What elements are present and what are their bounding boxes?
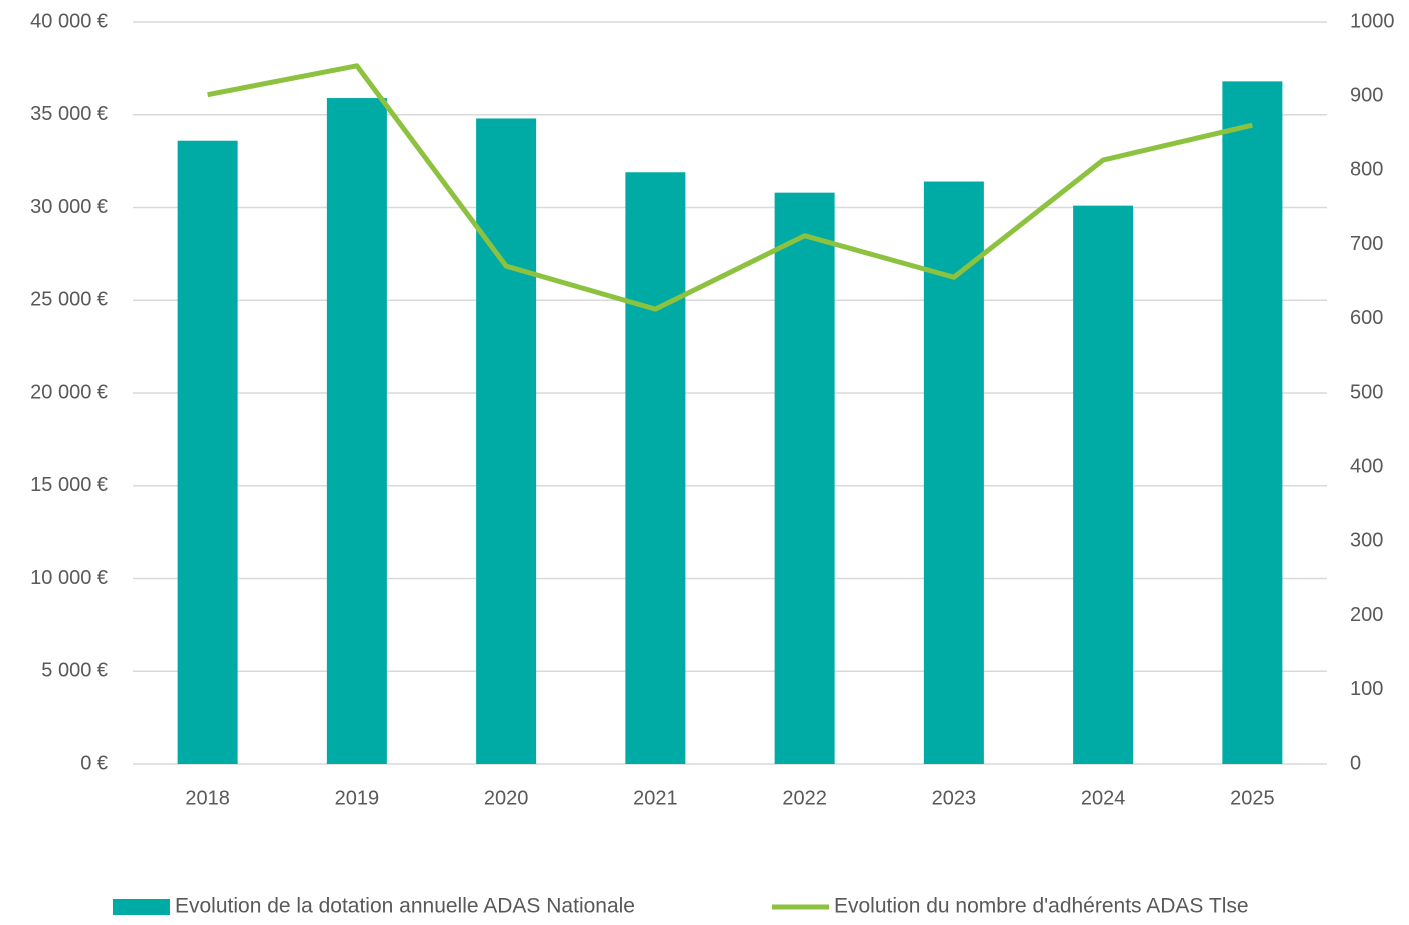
x-tick-label: 2020 bbox=[484, 787, 529, 809]
x-tick-label: 2025 bbox=[1230, 787, 1275, 809]
y2-tick-label: 100 bbox=[1350, 678, 1383, 700]
y2-tick-label: 0 bbox=[1350, 752, 1361, 774]
y-tick-label: 35 000 € bbox=[30, 103, 108, 125]
chart: 0 € 5 000 € 10 000 € 15 000 € 20 000 € 25 000… bbox=[0, 0, 1409, 920]
x-tick-label: 2019 bbox=[335, 787, 380, 809]
x-tick-label: 2018 bbox=[185, 787, 230, 809]
y2-tick-label: 1000 bbox=[1350, 10, 1395, 32]
bar bbox=[775, 193, 835, 764]
bar bbox=[178, 141, 238, 764]
bar bbox=[1222, 81, 1282, 764]
y-tick-label: 30 000 € bbox=[30, 196, 108, 218]
y-tick-label: 5 000 € bbox=[41, 660, 108, 682]
x-tick-label: 2022 bbox=[782, 787, 827, 809]
y2-tick-label: 700 bbox=[1350, 233, 1383, 255]
bar bbox=[476, 118, 536, 764]
bar bbox=[327, 98, 387, 764]
x-tick-label: 2023 bbox=[932, 787, 977, 809]
x-tick-label: 2021 bbox=[633, 787, 678, 809]
y2-tick-label: 200 bbox=[1350, 604, 1383, 626]
y-tick-label: 20 000 € bbox=[30, 381, 108, 403]
y2-tick-label: 600 bbox=[1350, 307, 1383, 329]
y-tick-label: 40 000 € bbox=[30, 10, 108, 32]
y2-tick-label: 400 bbox=[1350, 455, 1383, 477]
bar bbox=[1073, 206, 1133, 764]
y2-tick-label: 800 bbox=[1350, 159, 1383, 181]
y2-tick-label: 500 bbox=[1350, 381, 1383, 403]
legend-label: Evolution du nombre d'adhérents ADAS Tls… bbox=[834, 895, 1249, 918]
x-tick-label: 2024 bbox=[1081, 787, 1126, 809]
bar bbox=[625, 172, 685, 764]
y-tick-label: 15 000 € bbox=[30, 474, 108, 496]
legend-swatch bbox=[113, 899, 170, 915]
y-tick-label: 10 000 € bbox=[30, 567, 108, 589]
y2-tick-label: 300 bbox=[1350, 530, 1383, 552]
y-tick-label: 0 € bbox=[80, 752, 108, 774]
legend-label: Evolution de la dotation annuelle ADAS N… bbox=[175, 895, 635, 918]
y-tick-label: 25 000 € bbox=[30, 289, 108, 311]
y2-tick-label: 900 bbox=[1350, 84, 1383, 106]
